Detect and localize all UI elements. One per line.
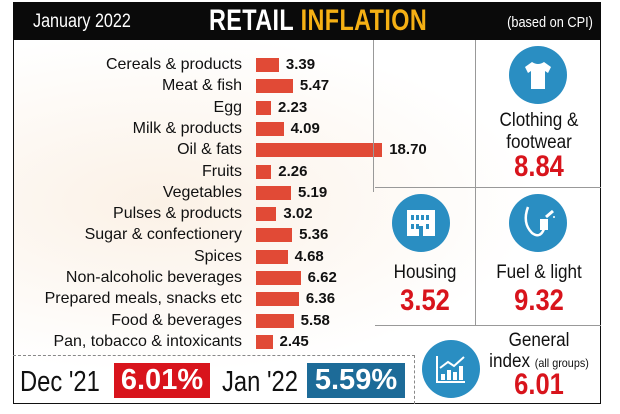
category-label: Vegetables xyxy=(162,183,242,201)
fuel-label: Fuel & light xyxy=(496,262,582,283)
value-label: 5.19 xyxy=(298,183,328,201)
bar xyxy=(256,292,299,307)
bar xyxy=(256,334,273,349)
value-label: 4.09 xyxy=(290,119,320,137)
bar-row: Non-alcoholic beverages 6.62 xyxy=(0,268,620,288)
category-label: Non-alcoholic beverages xyxy=(65,269,242,286)
curr-month-value: 5.59% xyxy=(307,363,405,398)
header: January 2022 RETAIL INFLATION (based on … xyxy=(13,2,601,40)
bar xyxy=(256,143,383,158)
bar xyxy=(256,164,272,179)
divider xyxy=(373,40,374,192)
title-part1: RETAIL xyxy=(209,4,294,37)
curr-month-label: Jan '22 xyxy=(222,366,298,398)
bar-row: Spices 4.68 xyxy=(0,247,620,267)
bar xyxy=(256,58,279,72)
fuel-value: 9.32 xyxy=(514,284,564,317)
divider xyxy=(375,325,601,326)
category-label: Milk & products xyxy=(132,119,242,137)
category-label: Pan, tobacco & intoxicants xyxy=(53,332,242,350)
category-label: Egg xyxy=(213,98,242,116)
value-label: 3.02 xyxy=(283,205,313,223)
value-label: 2.45 xyxy=(279,332,309,350)
bar-row: Sugar & confectionery 5.36 xyxy=(0,225,620,245)
header-note: (based on CPI) xyxy=(507,14,593,31)
clothing-value: 8.84 xyxy=(514,150,564,183)
bar-row: Pulses & products 3.02 xyxy=(0,204,620,224)
housing-label: Housing xyxy=(393,262,457,283)
title-part2: INFLATION xyxy=(300,4,428,37)
bar-row: Pan, tobacco & intoxicants 2.45 xyxy=(0,332,620,352)
value-label: 2.26 xyxy=(278,162,308,180)
bar xyxy=(256,100,272,115)
divider xyxy=(475,40,476,325)
clothing-label: Clothing & footwear xyxy=(499,110,579,153)
category-label: Pulses & products xyxy=(113,205,242,223)
category-label: Fruits xyxy=(202,162,242,180)
bar-row: Vegetables 5.19 xyxy=(0,183,620,203)
value-label: 6.36 xyxy=(305,290,336,308)
fuel-nozzle-icon xyxy=(509,194,567,252)
bar xyxy=(256,207,277,222)
divider xyxy=(375,187,601,188)
bar xyxy=(256,228,293,243)
housing-value: 3.52 xyxy=(400,284,450,317)
bar-row: Oil & fats 18.70 xyxy=(0,140,620,160)
bar-row: Prepared meals, snacks etc 6.36 xyxy=(0,289,620,309)
value-label: 5.58 xyxy=(300,311,330,329)
bar-row: Milk & products 4.09 xyxy=(0,119,620,139)
tshirt-icon xyxy=(509,46,567,104)
header-title: RETAIL INFLATION xyxy=(209,4,427,38)
category-label: Sugar & confectionery xyxy=(84,226,242,244)
category-label: Prepared meals, snacks etc xyxy=(44,290,242,308)
building-icon xyxy=(392,194,450,252)
prev-month-label: Dec '21 xyxy=(20,366,100,398)
category-label: Oil & fats xyxy=(177,141,242,159)
value-label: 6.62 xyxy=(307,269,337,286)
general-value: 6.01 xyxy=(514,368,564,401)
comparison-box xyxy=(13,355,415,404)
bar xyxy=(256,79,293,94)
value-label: 2.23 xyxy=(278,98,308,116)
bar xyxy=(256,185,292,200)
bar-row: Meat & fish 5.47 xyxy=(0,76,620,96)
category-label: Meat & fish xyxy=(161,77,242,95)
category-label: Food & beverages xyxy=(111,311,242,329)
infographic-frame xyxy=(13,2,601,404)
bar-row: Food & beverages 5.58 xyxy=(0,311,620,331)
prev-month-value: 6.01% xyxy=(114,363,210,398)
header-date: January 2022 xyxy=(33,11,131,32)
general-label: General index (all groups) xyxy=(489,330,589,372)
bar-row: Fruits 2.26 xyxy=(0,162,620,182)
bar xyxy=(256,313,294,328)
bar-row: Cereals & products 3.39 xyxy=(0,55,620,75)
value-label: 18.70 xyxy=(389,141,427,159)
category-label: Cereals & products xyxy=(105,56,242,73)
value-label: 5.47 xyxy=(299,77,330,95)
category-label: Spices xyxy=(193,247,242,265)
bar-row: Egg 2.23 xyxy=(0,98,620,118)
bar xyxy=(256,121,284,136)
value-label: 4.68 xyxy=(294,247,324,265)
growth-chart-icon xyxy=(422,340,480,398)
value-label: 5.36 xyxy=(299,226,329,244)
value-label: 3.39 xyxy=(285,56,316,73)
bar xyxy=(256,271,301,285)
bar xyxy=(256,249,288,264)
